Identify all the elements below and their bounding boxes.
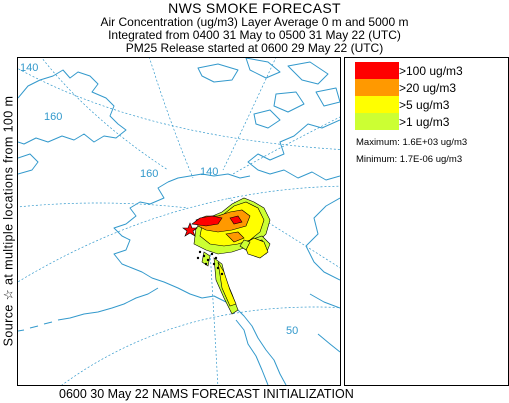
source-point (216, 266, 220, 270)
longitude-line (207, 217, 219, 385)
legend-label: >20 ug/m3 (399, 80, 457, 95)
panhandle-coast (235, 319, 269, 385)
legend-item: >1 ug/m3 (355, 113, 449, 130)
source-point (198, 250, 202, 254)
source-point (212, 262, 216, 266)
source-label-text: Source ☆ at multiple locations from 100 … (1, 95, 16, 346)
latitude-line (18, 68, 340, 150)
legend-item: >20 ug/m3 (355, 79, 456, 96)
concentration-description: Air Concentration (ug/m3) Layer Average … (100, 15, 409, 29)
arctic-island (287, 61, 329, 85)
grid-label: 140 (200, 166, 218, 178)
source-point (204, 262, 208, 266)
alaska-coast (113, 181, 203, 299)
source-point (196, 256, 200, 260)
canada-coast (309, 293, 340, 309)
coastline (18, 58, 340, 385)
longitude-line (149, 58, 194, 179)
arctic-island (253, 109, 281, 129)
map-panel: 140 160 160 140 50 (17, 57, 341, 386)
source-point (202, 254, 206, 258)
arctic-island (245, 58, 281, 79)
forecast-initialization: 0600 30 May 22 NAMS FORECAST INITIALIZAT… (59, 387, 354, 401)
panhandle-coast (201, 295, 287, 385)
longitude-line (222, 58, 277, 171)
arctic-island (315, 87, 340, 107)
plume-band-20 (195, 209, 251, 233)
latitude-line (61, 306, 340, 385)
source-point (210, 252, 214, 256)
source-label: Source ☆ at multiple locations from 100 … (0, 57, 16, 384)
arctic-island (273, 91, 305, 113)
aleutian-islands (18, 321, 53, 332)
siberia-coast (18, 153, 39, 175)
grid-label: 140 (20, 62, 38, 74)
plume-blob (243, 237, 269, 259)
latitude-line (18, 185, 340, 283)
source-point (220, 272, 224, 276)
grid-label: 160 (44, 111, 62, 123)
aleutian-islands (57, 287, 159, 321)
release-start: PM25 Release started at 0600 29 May 22 (… (125, 41, 384, 55)
legend-item: >100 ug/m3 (355, 62, 463, 79)
legend-label: >1 ug/m3 (399, 114, 450, 129)
plume-band-100 (191, 215, 223, 227)
plume-blob (239, 239, 251, 251)
legend-panel: >100 ug/m3 >20 ug/m3 >5 ug/m3 >1 ug/m3 M… (344, 57, 509, 386)
graticule (18, 58, 340, 385)
longitude-line (18, 202, 189, 209)
longitude-line (227, 197, 340, 269)
plume-band-20 (225, 231, 245, 243)
source-point (206, 258, 210, 262)
siberia-coast (18, 69, 127, 145)
source-points (196, 250, 224, 276)
legend-item: >5 ug/m3 (355, 96, 449, 113)
map-canvas: 140 160 160 140 50 (18, 58, 340, 385)
longitude-line (41, 58, 169, 171)
legend-swatch (355, 62, 399, 79)
legend-swatch (355, 113, 399, 130)
grid-label: 160 (140, 168, 158, 180)
arctic-island (197, 63, 239, 83)
source-star-icon (182, 222, 198, 237)
legend-label: >100 ug/m3 (399, 63, 463, 78)
maximum-value: Maximum: 1.6E+03 ug/m3 (356, 137, 468, 148)
map-title: NWS SMOKE FORECAST (168, 0, 341, 16)
integration-period: Integrated from 0400 31 May to 0500 31 M… (108, 28, 401, 42)
legend-swatch (355, 79, 399, 96)
longitude-line (232, 116, 340, 175)
alaska-coast (167, 173, 251, 183)
source-point (214, 256, 218, 260)
canada-coast (247, 119, 340, 181)
minimum-value: Minimum: 1.7E-06 ug/m3 (356, 154, 463, 165)
canada-coast (317, 333, 340, 353)
legend-label: >5 ug/m3 (399, 97, 450, 112)
grid-label: 50 (286, 325, 298, 337)
plume-band-100 (229, 215, 243, 225)
legend-swatch (355, 96, 399, 113)
canada-coast (305, 197, 340, 281)
